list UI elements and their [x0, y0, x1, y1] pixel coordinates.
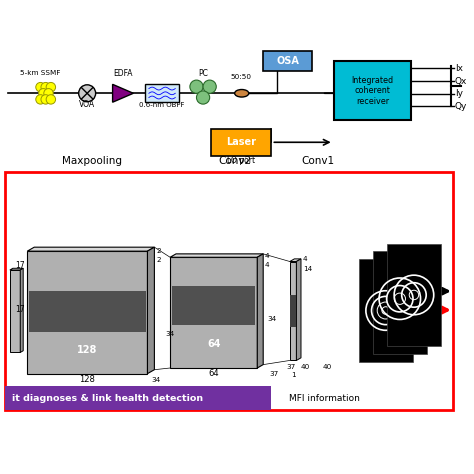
Text: 34: 34 [151, 377, 160, 383]
Polygon shape [170, 257, 257, 368]
Text: PC: PC [198, 69, 208, 78]
Polygon shape [113, 84, 133, 102]
Text: 37: 37 [269, 372, 278, 377]
Polygon shape [10, 270, 20, 353]
Text: Conv1: Conv1 [301, 156, 334, 166]
Circle shape [203, 80, 216, 93]
Text: 4: 4 [265, 262, 270, 268]
FancyBboxPatch shape [211, 128, 272, 156]
Polygon shape [257, 254, 263, 368]
FancyBboxPatch shape [263, 51, 312, 71]
Text: it diagnoses & link health detection: it diagnoses & link health detection [12, 394, 203, 402]
Text: 2: 2 [157, 257, 161, 263]
Text: OSA: OSA [276, 56, 299, 66]
Text: 64: 64 [209, 369, 219, 378]
FancyBboxPatch shape [145, 84, 179, 102]
Text: MFI information: MFI information [289, 394, 360, 402]
Circle shape [38, 89, 48, 98]
Text: Qy: Qy [455, 102, 467, 111]
Text: 17: 17 [15, 305, 25, 314]
Circle shape [190, 80, 203, 93]
Circle shape [197, 91, 210, 104]
Text: 5-km SSMF: 5-km SSMF [20, 70, 61, 76]
Circle shape [46, 95, 55, 104]
Text: 2: 2 [157, 248, 161, 254]
Text: 14: 14 [303, 265, 312, 272]
Polygon shape [296, 259, 301, 360]
Text: Qx: Qx [455, 76, 467, 85]
Circle shape [41, 82, 50, 92]
Circle shape [46, 82, 55, 92]
Text: EDFA: EDFA [113, 69, 133, 78]
Text: 0.6-nm OBPF: 0.6-nm OBPF [139, 102, 185, 108]
Text: VOA: VOA [79, 100, 95, 109]
Polygon shape [170, 254, 263, 257]
Text: Integrated
coherent
receiver: Integrated coherent receiver [351, 76, 393, 106]
Circle shape [79, 85, 96, 102]
FancyBboxPatch shape [358, 259, 413, 362]
FancyBboxPatch shape [387, 244, 441, 346]
FancyBboxPatch shape [373, 251, 427, 354]
Polygon shape [27, 247, 155, 251]
Polygon shape [147, 247, 155, 374]
Text: Ix: Ix [455, 64, 463, 73]
Text: 40: 40 [301, 364, 310, 370]
Ellipse shape [235, 90, 249, 97]
Text: 128: 128 [80, 375, 95, 384]
Text: 50:50: 50:50 [230, 73, 251, 80]
Polygon shape [290, 259, 301, 262]
Polygon shape [172, 286, 255, 325]
Text: LO port: LO port [227, 155, 255, 164]
Text: Maxpooling: Maxpooling [62, 156, 122, 166]
Text: 40: 40 [323, 364, 332, 370]
Text: 1: 1 [291, 372, 296, 378]
Text: 64: 64 [207, 339, 220, 349]
Text: Conv2: Conv2 [219, 156, 251, 166]
Circle shape [41, 95, 50, 104]
Circle shape [44, 89, 53, 98]
Text: 17: 17 [15, 261, 25, 270]
Text: 34: 34 [165, 331, 174, 337]
Text: 4: 4 [303, 256, 308, 262]
FancyBboxPatch shape [334, 61, 411, 120]
Circle shape [36, 95, 45, 104]
Text: 128: 128 [77, 345, 98, 355]
Text: 34: 34 [267, 316, 277, 322]
Polygon shape [290, 262, 296, 360]
Text: 37: 37 [286, 364, 295, 370]
FancyBboxPatch shape [5, 386, 272, 410]
Polygon shape [20, 268, 23, 353]
Text: 4: 4 [265, 253, 270, 259]
Text: Iy: Iy [455, 89, 463, 98]
Circle shape [36, 82, 45, 92]
Polygon shape [10, 268, 23, 270]
Text: Laser: Laser [226, 137, 256, 147]
Polygon shape [27, 251, 147, 374]
Polygon shape [29, 291, 146, 332]
Polygon shape [290, 295, 296, 327]
FancyBboxPatch shape [5, 173, 453, 410]
